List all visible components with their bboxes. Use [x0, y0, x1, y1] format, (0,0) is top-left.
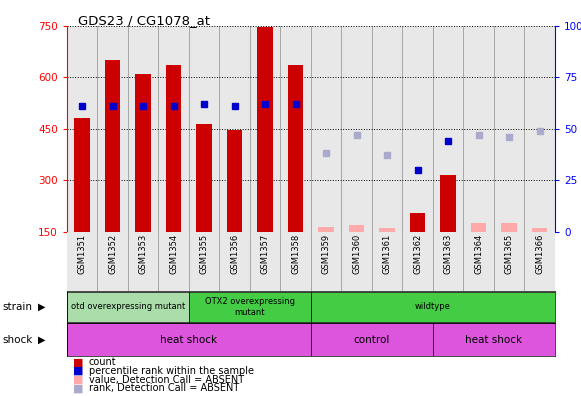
Text: control: control [354, 335, 390, 345]
Text: GSM1357: GSM1357 [261, 233, 270, 274]
Text: GSM1361: GSM1361 [383, 233, 392, 274]
Bar [189, 292, 311, 322]
Text: count: count [89, 357, 117, 367]
Bar [257, 27, 272, 232]
Text: ■: ■ [73, 366, 83, 376]
Text: rank, Detection Call = ABSENT: rank, Detection Call = ABSENT [89, 383, 239, 394]
Bar [196, 124, 211, 232]
Text: GSM1353: GSM1353 [139, 233, 148, 274]
Text: GSM1365: GSM1365 [505, 233, 514, 274]
Text: OTX2 overexpressing
mutant: OTX2 overexpressing mutant [205, 297, 295, 316]
Text: GSM1351: GSM1351 [78, 233, 87, 274]
Bar [67, 324, 311, 356]
Bar [166, 65, 181, 232]
Bar [532, 228, 547, 232]
Text: ■: ■ [73, 357, 83, 367]
Text: ▶: ▶ [38, 335, 45, 345]
Bar [318, 227, 333, 232]
Bar [105, 60, 120, 232]
Text: GSM1356: GSM1356 [230, 233, 239, 274]
Bar [227, 130, 242, 232]
Bar [311, 292, 555, 322]
Bar [288, 65, 303, 232]
Text: GSM1352: GSM1352 [108, 233, 117, 274]
Text: GSM1355: GSM1355 [200, 233, 209, 274]
Text: value, Detection Call = ABSENT: value, Detection Call = ABSENT [89, 375, 244, 385]
Text: ▶: ▶ [38, 302, 45, 312]
Text: wildtype: wildtype [415, 303, 451, 311]
Text: ■: ■ [73, 383, 83, 394]
Text: GDS23 / CG1078_at: GDS23 / CG1078_at [78, 14, 210, 27]
Bar [74, 118, 89, 232]
Text: heat shock: heat shock [160, 335, 217, 345]
Text: GSM1354: GSM1354 [169, 233, 178, 274]
Text: ■: ■ [73, 375, 83, 385]
Text: shock: shock [3, 335, 33, 345]
Text: GSM1359: GSM1359 [322, 233, 331, 274]
Bar [433, 324, 555, 356]
Text: GSM1358: GSM1358 [291, 233, 300, 274]
Text: otd overexpressing mutant: otd overexpressing mutant [71, 303, 185, 311]
Text: GSM1362: GSM1362 [413, 233, 422, 274]
Bar [135, 74, 150, 232]
Text: heat shock: heat shock [465, 335, 522, 345]
Text: GSM1364: GSM1364 [474, 233, 483, 274]
Bar [410, 213, 425, 232]
Bar [349, 225, 364, 232]
Text: GSM1363: GSM1363 [444, 233, 453, 274]
Text: GSM1366: GSM1366 [535, 233, 544, 274]
Bar [501, 223, 517, 232]
Bar [379, 228, 394, 232]
Text: GSM1360: GSM1360 [352, 233, 361, 274]
Bar [471, 223, 486, 232]
Bar [67, 292, 189, 322]
Text: strain: strain [3, 302, 33, 312]
Bar [311, 324, 433, 356]
Text: percentile rank within the sample: percentile rank within the sample [89, 366, 254, 376]
Bar [440, 175, 456, 232]
